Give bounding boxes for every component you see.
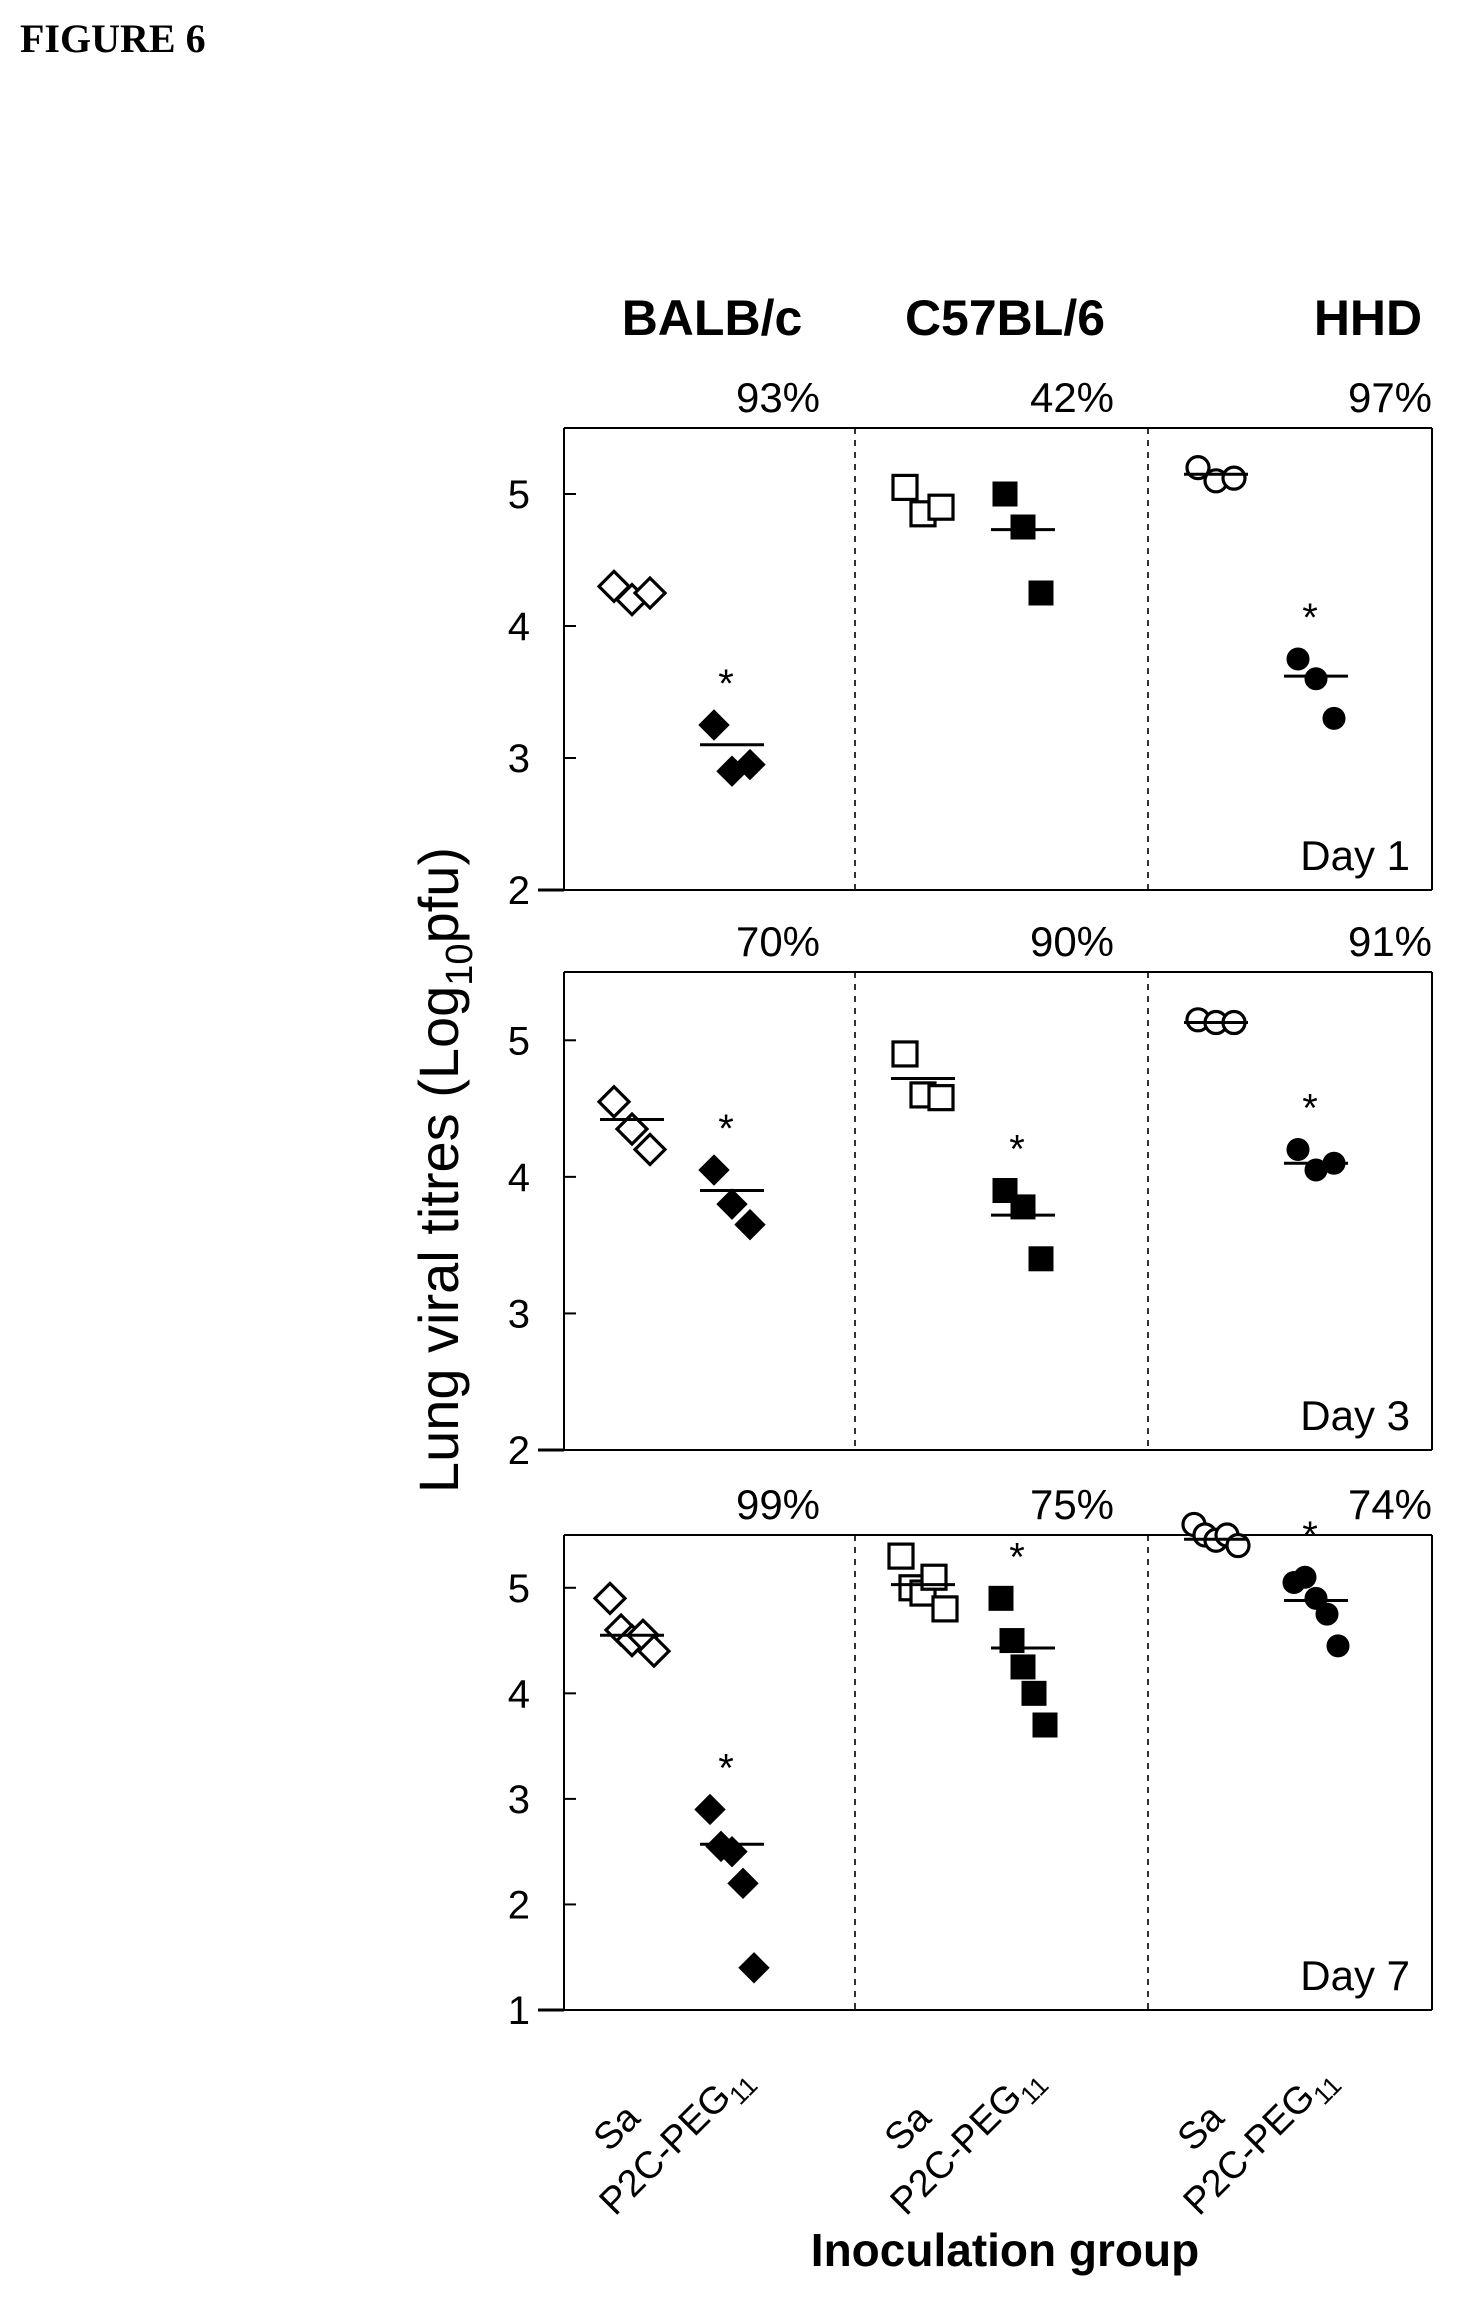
reduction-percent: 90%	[1030, 918, 1114, 965]
significance-asterisk: *	[718, 1746, 734, 1790]
day-label: Day 3	[1300, 1392, 1410, 1439]
treated-point	[1322, 706, 1346, 730]
treated-point	[1032, 1712, 1058, 1738]
day-label: Day 7	[1300, 1952, 1410, 1999]
panel-3: 1 2 3 4 5 99% 75% 74% Day 7 * * *	[508, 1481, 1433, 2033]
saline-point	[887, 1542, 915, 1570]
y-tick-label: 4	[508, 605, 530, 649]
significance-asterisk: *	[718, 1107, 734, 1151]
treated-point	[1286, 1138, 1310, 1162]
significance-asterisk: *	[1302, 596, 1318, 640]
treated-point	[1028, 1246, 1054, 1272]
saline-point	[891, 473, 919, 501]
y-tick-label: 5	[508, 1567, 530, 1611]
strain-header: C57BL/6	[905, 290, 1105, 346]
treated-point	[1021, 1680, 1047, 1706]
treated-point	[992, 481, 1018, 507]
treated-point	[1010, 514, 1036, 540]
reduction-percent: 99%	[736, 1481, 820, 1528]
strain-header: BALB/c	[622, 290, 803, 346]
y-axis-label: Lung viral titres (Log10pfu)	[407, 847, 481, 1493]
treated-point	[698, 1154, 730, 1186]
saline-point	[632, 575, 668, 611]
figure-title: FIGURE 6	[20, 16, 206, 61]
y-tick-label: 3	[508, 737, 530, 781]
treated-point	[1304, 1586, 1328, 1610]
saline-point	[614, 1111, 650, 1147]
treated-point	[1326, 1634, 1350, 1658]
y-tick-label: 4	[508, 1156, 530, 1200]
saline-point	[1221, 465, 1247, 491]
treated-point	[734, 1208, 766, 1241]
significance-asterisk: *	[1009, 1128, 1025, 1172]
treated-point	[1293, 1565, 1317, 1589]
treated-point	[1028, 580, 1054, 606]
y-tick-label: 2	[508, 1429, 530, 1473]
y-tick-label: 3	[508, 1292, 530, 1336]
panel-2: 2 3 4 5 70% 90% 91% Day 3 * * *	[508, 918, 1433, 1473]
panel-1: 2 3 4 5 93% 42% 97% Day 1 * *	[508, 374, 1433, 913]
strain-header: HHD	[1314, 290, 1422, 346]
significance-asterisk: *	[1302, 1514, 1318, 1558]
reduction-percent: 70%	[736, 918, 820, 965]
treated-point	[988, 1585, 1014, 1611]
treated-point	[1010, 1654, 1036, 1680]
y-tick-label: 3	[508, 1778, 530, 1822]
y-axis-label-sub: 10	[439, 943, 481, 985]
treated-point	[738, 1952, 770, 1984]
y-tick-label: 4	[508, 1672, 530, 1716]
reduction-percent: 91%	[1348, 918, 1432, 965]
y-tick-label: 2	[508, 869, 530, 913]
treated-point	[1315, 1602, 1339, 1626]
y-tick-label: 5	[508, 1019, 530, 1063]
plot-area: BALB/c C57BL/6 HHD 2 3 4 5 93% 42% 97% Day 1 * * 2 3 4 5…	[508, 290, 1433, 2223]
reduction-percent: 93%	[736, 374, 820, 421]
reduction-percent: 42%	[1030, 374, 1114, 421]
reduction-percent: 74%	[1348, 1481, 1432, 1528]
significance-asterisk: *	[718, 662, 734, 706]
saline-point	[592, 1581, 628, 1616]
y-axis-label-end: pfu)	[407, 847, 470, 944]
significance-asterisk: *	[1302, 1087, 1318, 1131]
significance-asterisk: *	[1009, 1535, 1025, 1579]
saline-point	[931, 1595, 959, 1623]
day-label: Day 1	[1300, 832, 1410, 879]
saline-point	[927, 1084, 955, 1112]
y-tick-label: 1	[508, 1989, 530, 2033]
saline-point	[636, 1633, 672, 1669]
y-axis-label-main: Lung viral titres (Log	[407, 986, 470, 1493]
treated-point	[716, 1188, 748, 1220]
saline-point	[632, 1132, 668, 1167]
saline-point	[927, 493, 955, 521]
treated-point	[727, 1867, 759, 1900]
treated-point	[694, 1793, 726, 1826]
reduction-percent: 97%	[1348, 374, 1432, 421]
treated-point	[698, 709, 730, 741]
treated-point	[734, 748, 766, 781]
treated-point	[1304, 667, 1328, 691]
saline-point	[891, 1040, 919, 1068]
treated-point	[1286, 647, 1310, 671]
x-axis-label: Inoculation group	[811, 2224, 1199, 2276]
y-tick-label: 5	[508, 473, 530, 517]
reduction-percent: 75%	[1030, 1481, 1114, 1528]
saline-point	[596, 1084, 632, 1120]
y-tick-label: 2	[508, 1883, 530, 1927]
